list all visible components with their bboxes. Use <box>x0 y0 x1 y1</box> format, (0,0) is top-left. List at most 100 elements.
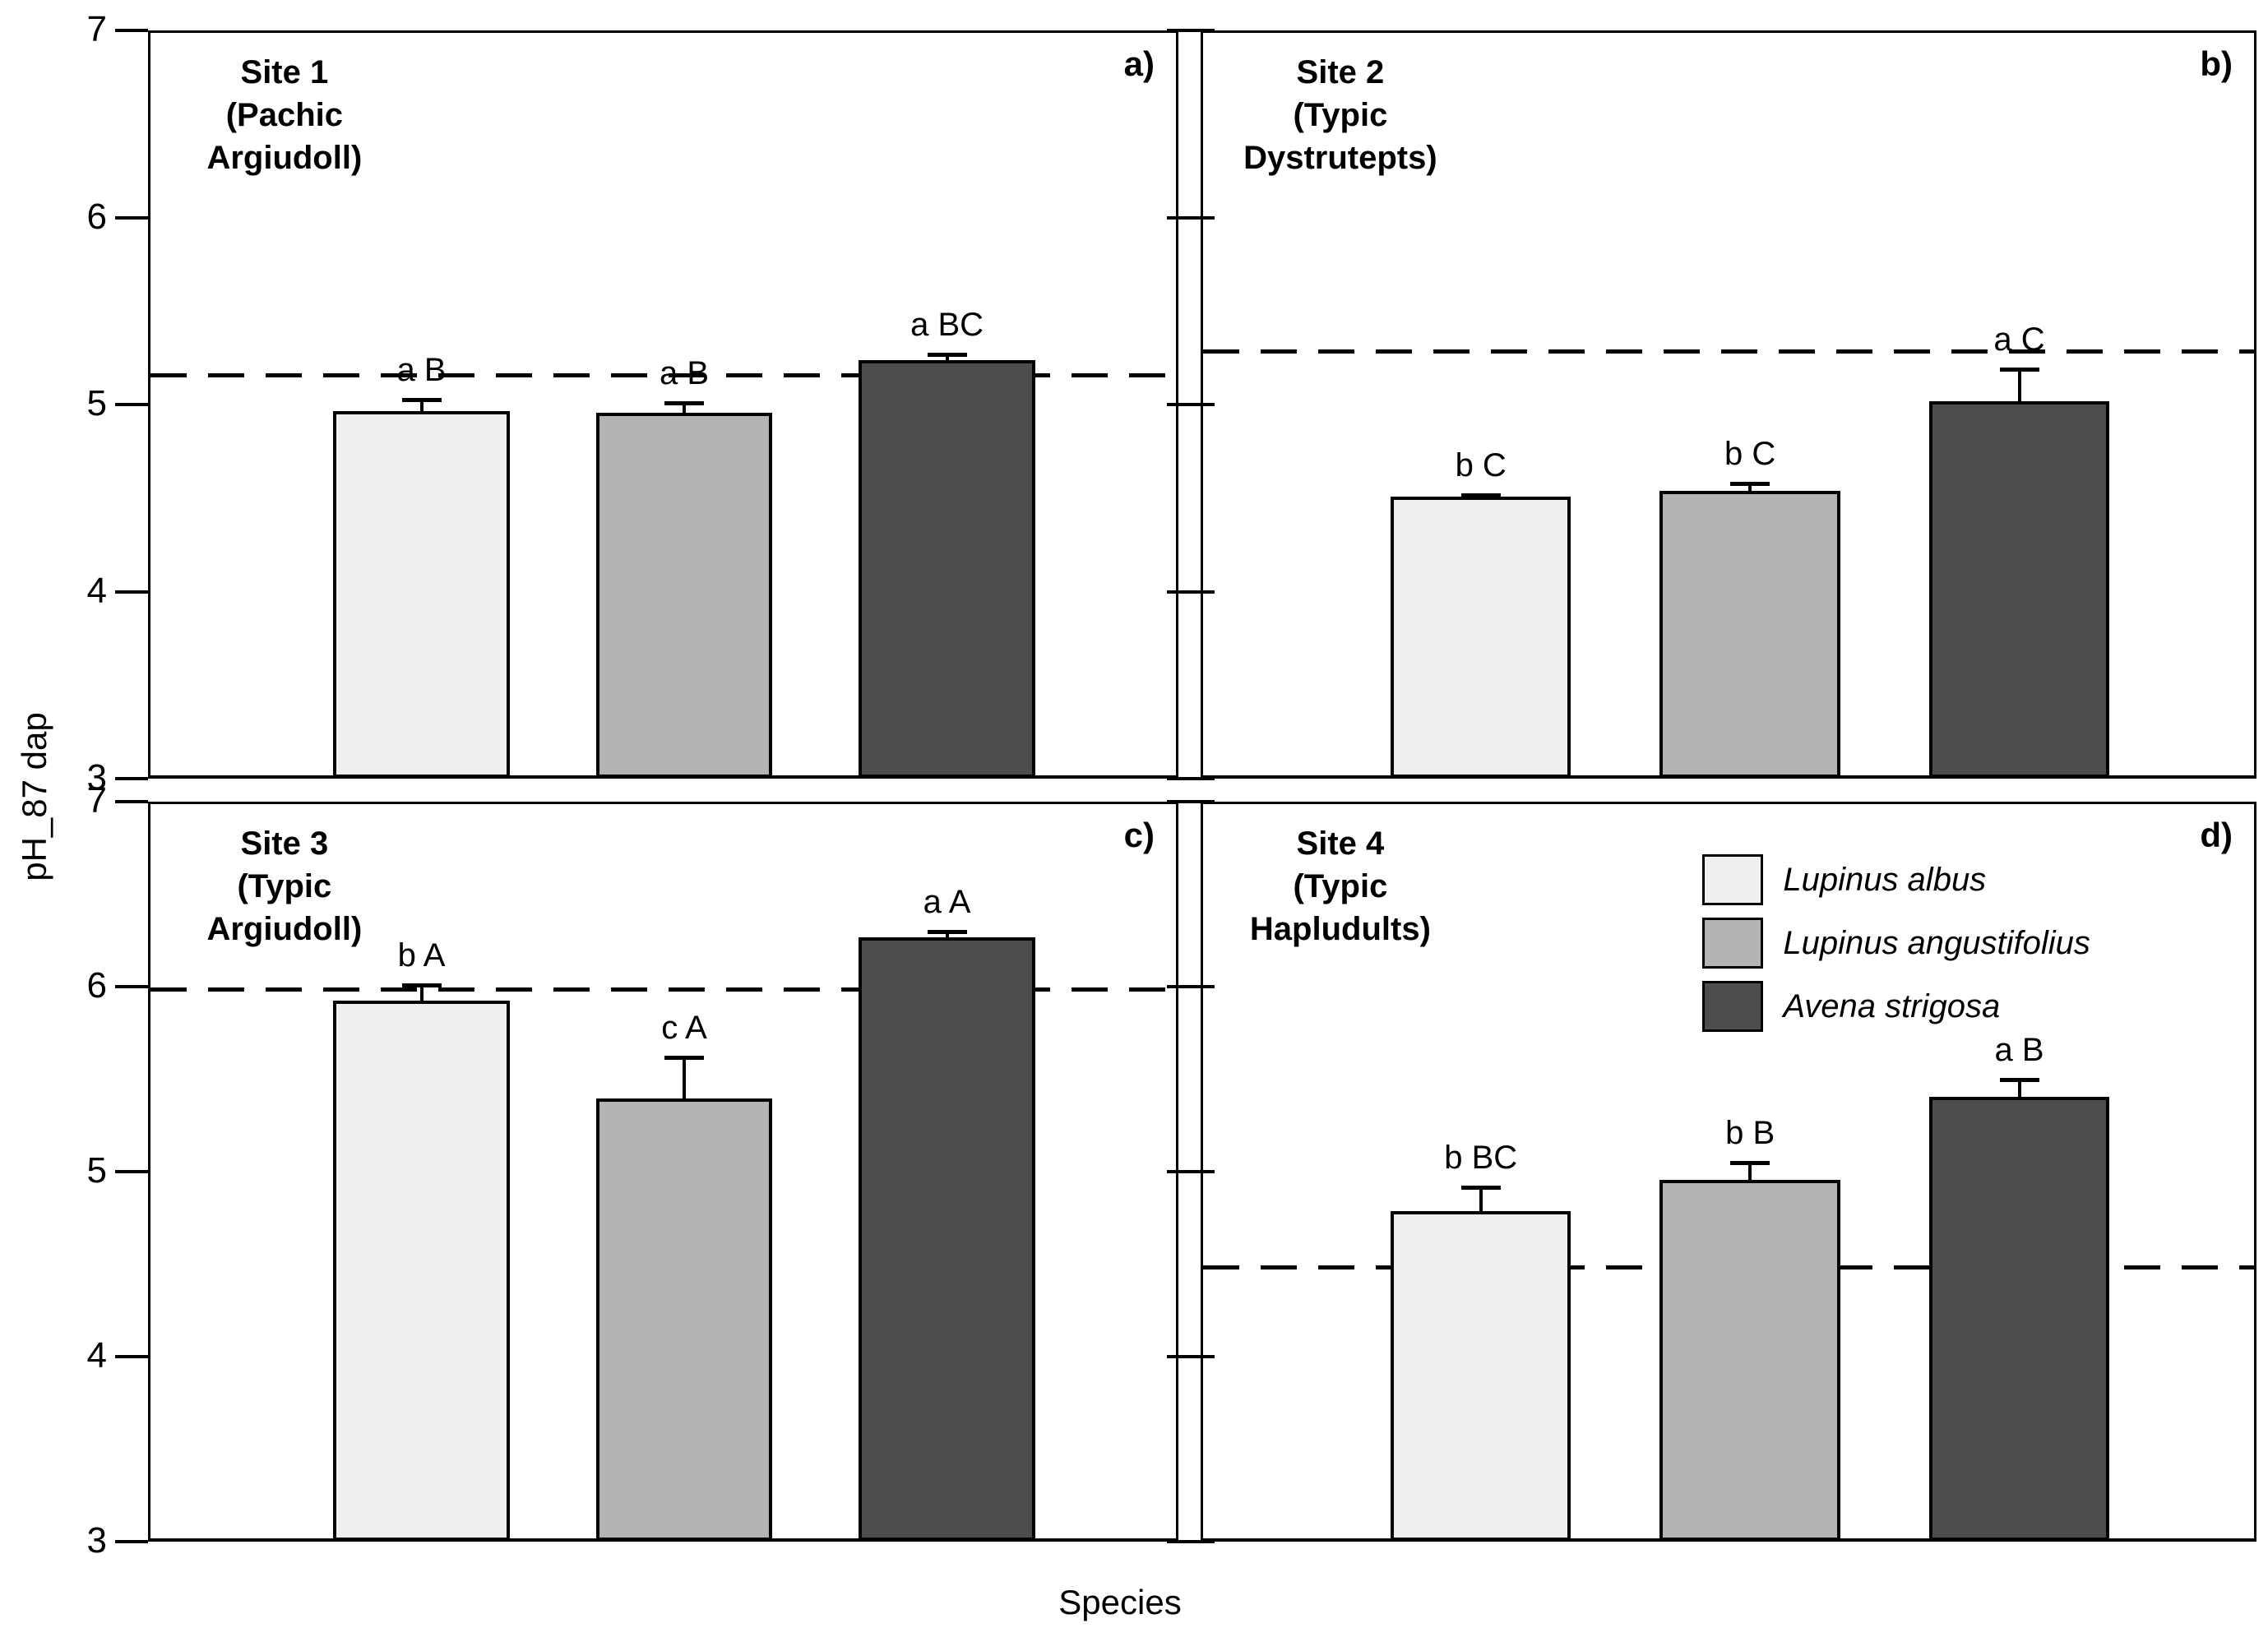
bar-c-lupinus-albus <box>333 1000 510 1541</box>
error-bar-stem <box>683 1056 687 1098</box>
bar-c-lupinus-angustifolius <box>595 1098 773 1541</box>
y-tick <box>115 1170 148 1173</box>
panel-b: b C b C a C Site 2 (Typic Dystrutepts) b) <box>1201 30 2256 779</box>
legend-label: Lupinus angustifolius <box>1783 924 2090 961</box>
sig-label-d-2: b B <box>1725 1115 1775 1152</box>
bar-b-avena-strigosa <box>1928 401 2110 778</box>
y-tick-inner <box>1167 1540 1215 1543</box>
error-bar-stem <box>2017 1078 2021 1097</box>
y-tick-inner <box>1167 403 1215 406</box>
site-title-line2: (Typic Dystrutepts) <box>1243 97 1437 176</box>
bar-b-lupinus-albus <box>1390 497 1571 778</box>
sig-label-c-1: b A <box>397 937 446 974</box>
error-bar-cap <box>401 397 442 402</box>
site-title-line2: (Typic Hapludults) <box>1249 868 1431 947</box>
sig-label-a-3: a BC <box>910 307 984 344</box>
bar-a-lupinus-angustifolius <box>595 412 773 778</box>
bar-d-avena-strigosa <box>1928 1096 2110 1541</box>
panel-letter-a: a) <box>1123 44 1155 83</box>
sig-label-b-1: b C <box>1455 446 1507 483</box>
x-axis-title: Species <box>1058 1583 1182 1621</box>
y-tick-inner <box>1167 1355 1215 1358</box>
y-tick-inner <box>1167 29 1215 32</box>
site-title-c: Site 3 (Typic Argiudoll) <box>155 822 413 950</box>
y-tick <box>115 590 148 594</box>
error-bar-cap <box>664 1056 705 1060</box>
site-title-line1: Site 2 <box>1296 54 1385 90</box>
y-tick-label: 5 <box>86 383 107 423</box>
legend-swatch <box>1702 854 1764 906</box>
legend-label: Avena strigosa <box>1783 987 2001 1024</box>
panel-c: b A c A a A Site 3 (Typic Argiudoll) c) <box>148 802 1178 1542</box>
panel-letter-d: d) <box>2200 816 2233 854</box>
site-title-line1: Site 1 <box>240 54 329 90</box>
y-tick <box>115 985 148 988</box>
site-title-line1: Site 3 <box>240 826 329 862</box>
legend-swatch <box>1702 981 1764 1033</box>
bar-d-lupinus-albus <box>1390 1211 1571 1541</box>
y-tick-label: 6 <box>86 965 107 1006</box>
legend-item-3: Avena strigosa <box>1702 981 2090 1033</box>
site-title-line1: Site 4 <box>1296 826 1385 862</box>
panel-a: a B a B a BC Site 1 (Pachic Argiudoll) a) <box>148 30 1178 779</box>
y-tick-label: 5 <box>86 1150 107 1191</box>
y-tick-label: 7 <box>86 9 107 49</box>
y-tick <box>115 1355 148 1358</box>
reference-line-b <box>1203 349 2254 354</box>
bar-a-avena-strigosa <box>859 360 1035 778</box>
sig-label-d-1: b BC <box>1444 1139 1518 1176</box>
error-bar-cap <box>1999 1078 2039 1082</box>
error-bar-cap <box>1460 493 1501 497</box>
legend: Lupinus albus Lupinus angustifolius Avena … <box>1702 854 2090 1044</box>
reference-line-c <box>150 987 1176 992</box>
error-bar-stem <box>1479 1185 1483 1211</box>
y-tick-label: 7 <box>86 780 107 821</box>
y-tick <box>115 800 148 803</box>
error-bar-cap <box>664 401 705 406</box>
bar-c-avena-strigosa <box>859 937 1035 1541</box>
reference-line-a <box>150 373 1176 378</box>
y-tick-label: 3 <box>86 1520 107 1561</box>
sig-label-d-3: a B <box>1994 1032 2044 1068</box>
error-bar-stem <box>1748 482 1752 492</box>
bar-d-lupinus-angustifolius <box>1659 1179 1840 1541</box>
error-bar-cap <box>401 983 442 988</box>
y-tick-inner <box>1167 215 1215 220</box>
error-bar-cap <box>1460 1185 1501 1190</box>
error-bar-stem <box>419 983 424 1001</box>
legend-item-2: Lupinus angustifolius <box>1702 918 2090 969</box>
error-bar-cap <box>1999 368 2039 372</box>
sig-label-a-1: a B <box>396 351 447 388</box>
error-bar-stem <box>683 401 687 413</box>
y-tick-inner <box>1167 590 1215 594</box>
sig-label-c-2: c A <box>661 1010 707 1046</box>
sig-label-b-3: a C <box>1993 321 2045 358</box>
error-bar-cap <box>1730 482 1770 486</box>
bar-b-lupinus-angustifolius <box>1659 491 1840 778</box>
panel-letter-b: b) <box>2200 44 2233 83</box>
y-tick-label: 4 <box>86 1335 107 1376</box>
y-tick-inner <box>1167 1170 1215 1173</box>
y-tick-inner <box>1167 777 1215 780</box>
error-bar-cap <box>1730 1161 1770 1166</box>
y-axis-title: pH_87 dap <box>15 712 53 881</box>
y-tick-label: 6 <box>86 196 107 237</box>
y-tick <box>115 403 148 406</box>
y-tick <box>115 1540 148 1543</box>
legend-swatch <box>1702 918 1764 969</box>
site-title-a: Site 1 (Pachic Argiudoll) <box>155 51 413 179</box>
site-title-line2: (Pachic Argiudoll) <box>206 97 363 176</box>
y-tick-inner <box>1167 985 1215 988</box>
site-title-d: Site 4 (Typic Hapludults) <box>1208 822 1472 950</box>
bar-a-lupinus-albus <box>333 410 510 778</box>
error-bar-cap <box>927 353 967 358</box>
error-bar-stem <box>1748 1161 1752 1180</box>
legend-label: Lupinus albus <box>1783 861 1987 898</box>
y-tick <box>115 777 148 780</box>
site-title-line2: (Typic Argiudoll) <box>206 868 363 947</box>
sig-label-a-2: a B <box>660 355 710 392</box>
legend-item-1: Lupinus albus <box>1702 854 2090 906</box>
sig-label-c-3: a A <box>923 884 971 920</box>
error-bar-cap <box>927 930 967 934</box>
